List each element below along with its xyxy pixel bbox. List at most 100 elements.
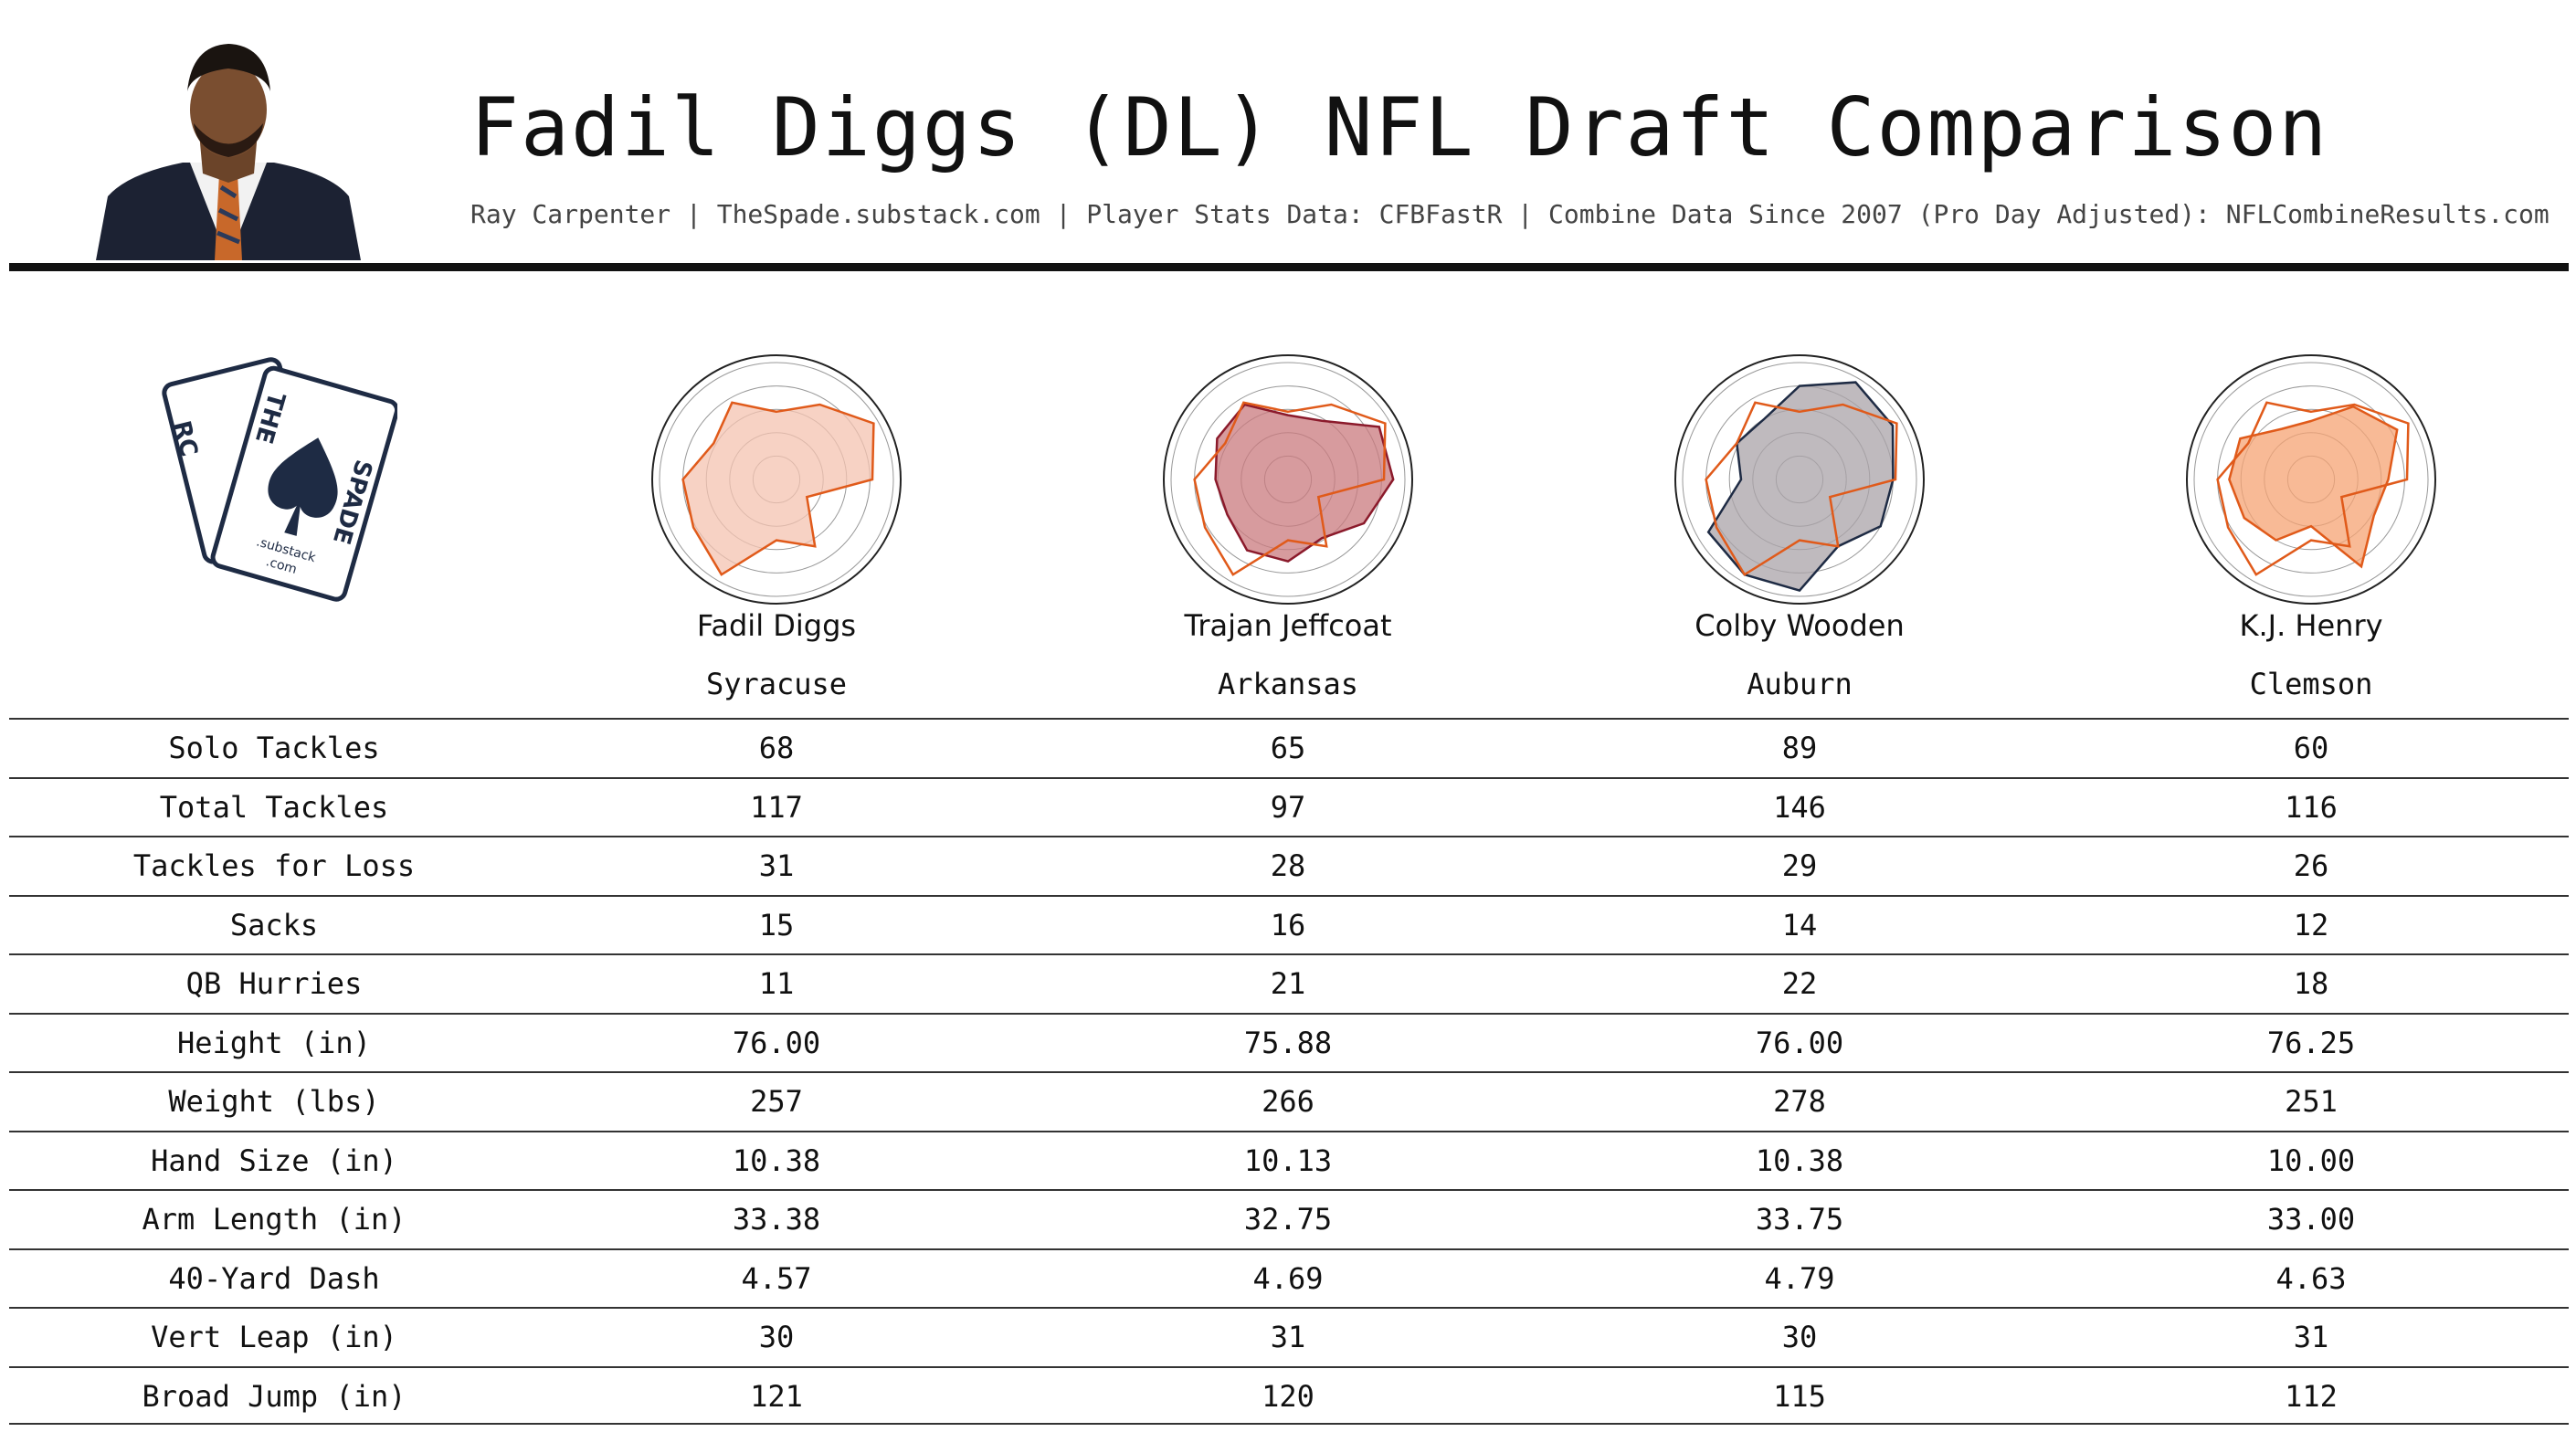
- header: Fadil Diggs (DL) NFL Draft Comparison Ra…: [0, 0, 2576, 274]
- radar-frame: [1163, 354, 1413, 605]
- table-row: Sacks 15 16 14 12: [9, 894, 2569, 954]
- stat-cell: 15: [758, 907, 795, 942]
- table-row: Arm Length (in) 33.38 32.75 33.75 33.00: [9, 1189, 2569, 1248]
- radar-reference-outline: [2216, 401, 2410, 576]
- stat-cell: 4.57: [741, 1260, 812, 1296]
- stat-cell: 115: [1773, 1378, 1826, 1414]
- stat-cell: 65: [1270, 731, 1306, 765]
- table-row: Total Tackles 117 97 146 116: [9, 776, 2569, 837]
- stat-cell: 120: [1262, 1378, 1314, 1414]
- radar-frame: [651, 354, 902, 605]
- player-name-1: Fadil Diggs: [696, 608, 857, 643]
- stat-cell: 31: [2293, 1320, 2329, 1354]
- table-row: Broad Jump (in) 121 120 115 112: [9, 1365, 2569, 1425]
- stat-cell: 257: [750, 1084, 803, 1119]
- the-spade-logo: RC THE SPADE .substack .com: [162, 357, 397, 602]
- player-school-1: Syracuse: [705, 667, 848, 701]
- table-row: Tackles for Loss 31 28 29 26: [9, 836, 2569, 895]
- stat-cell: 18: [2293, 966, 2329, 1001]
- stat-cell: 10.38: [1755, 1142, 1844, 1178]
- stat-cell: 10.38: [732, 1142, 821, 1178]
- player-school-2: Arkansas: [1217, 667, 1359, 701]
- stat-cell: 76.00: [732, 1025, 821, 1060]
- radar-chart-2: [1163, 354, 1413, 605]
- player-name-3: Colby Wooden: [1694, 608, 1905, 643]
- player-school-3: Auburn: [1747, 667, 1853, 701]
- stat-cell: 116: [2285, 789, 2338, 825]
- player-headshot: [96, 44, 361, 260]
- row-label: Sacks: [229, 907, 319, 942]
- player-school-4: Clemson: [2249, 667, 2373, 701]
- stats-table: Solo Tackles 68 65 89 60 Total Tackles 117 97 14…: [9, 718, 2569, 1425]
- row-label: Broad Jump (in): [142, 1378, 406, 1414]
- stat-cell: 28: [1270, 848, 1306, 883]
- stat-cell: 60: [2293, 731, 2329, 765]
- radar-grid-ring: [2193, 362, 2429, 597]
- stat-cell: 10.13: [1243, 1142, 1333, 1178]
- stat-cell: 112: [2285, 1378, 2338, 1414]
- stat-cell: 12: [2293, 907, 2329, 942]
- table-row: Hand Size (in) 10.38 10.13 10.38 10.00: [9, 1130, 2569, 1190]
- stat-cell: 146: [1773, 789, 1826, 825]
- stat-cell: 26: [2293, 848, 2329, 883]
- row-label: Hand Size (in): [151, 1142, 397, 1178]
- table-row: Height (in) 76.00 75.88 76.00 76.25: [9, 1012, 2569, 1072]
- stat-cell: 14: [1781, 907, 1818, 942]
- stat-cell: 33.00: [2266, 1202, 2356, 1237]
- radar-reference-outline: [1705, 401, 1898, 576]
- stat-cell: 4.79: [1764, 1260, 1835, 1296]
- table-row: Weight (lbs) 257 266 278 251: [9, 1071, 2569, 1131]
- stat-cell: 21: [1270, 966, 1306, 1001]
- radar-frame: [2186, 354, 2436, 605]
- stat-cell: 31: [758, 848, 795, 883]
- stat-cell: 29: [1781, 848, 1818, 883]
- stat-cell: 121: [750, 1378, 803, 1414]
- player-name-2: Trajan Jeffcoat: [1184, 608, 1392, 643]
- stat-cell: 4.69: [1252, 1260, 1324, 1296]
- stat-cell: 4.63: [2275, 1260, 2347, 1296]
- page-title: Fadil Diggs (DL) NFL Draft Comparison: [470, 80, 2329, 174]
- table-row: QB Hurries 11 21 22 18: [9, 953, 2569, 1013]
- radar-series-4: [2228, 405, 2399, 569]
- row-label: Height (in): [177, 1025, 371, 1060]
- stat-cell: 76.00: [1755, 1025, 1844, 1060]
- radar-grid-ring: [1682, 362, 1917, 597]
- stat-cell: 30: [1781, 1320, 1818, 1354]
- stat-cell: 266: [1262, 1084, 1314, 1119]
- stat-cell: 22: [1781, 966, 1818, 1001]
- stat-cell: 10.00: [2266, 1142, 2356, 1178]
- stat-cell: 33.38: [732, 1202, 821, 1237]
- radar-grid-ring: [1170, 362, 1406, 597]
- table-row: Solo Tackles 68 65 89 60: [9, 718, 2569, 777]
- radar-grid-ring: [659, 362, 894, 597]
- radar-chart-3: [1674, 354, 1925, 605]
- row-label: 40-Yard Dash: [168, 1260, 380, 1296]
- stat-cell: 75.88: [1243, 1025, 1333, 1060]
- stat-cell: 76.25: [2266, 1025, 2356, 1060]
- table-row: 40-Yard Dash 4.57 4.69 4.79 4.63: [9, 1248, 2569, 1308]
- row-label: Arm Length (in): [142, 1202, 406, 1237]
- row-label: Weight (lbs): [168, 1084, 380, 1119]
- table-row: Vert Leap (in) 30 31 30 31: [9, 1307, 2569, 1366]
- radar-frame: [1674, 354, 1925, 605]
- radar-chart-1: [651, 354, 902, 605]
- stat-cell: 251: [2285, 1084, 2338, 1119]
- stat-cell: 97: [1270, 789, 1306, 825]
- radar-reference-outline: [1193, 401, 1387, 576]
- stat-cell: 278: [1773, 1084, 1826, 1119]
- row-label: Total Tackles: [159, 789, 389, 825]
- stat-cell: 32.75: [1243, 1202, 1333, 1237]
- radar-series-2: [1214, 403, 1395, 563]
- header-divider: [9, 263, 2569, 271]
- row-label: QB Hurries: [185, 966, 363, 1001]
- stat-cell: 16: [1270, 907, 1306, 942]
- radar-series-1: [681, 401, 875, 576]
- stat-cell: 33.75: [1755, 1202, 1844, 1237]
- stat-cell: 117: [750, 789, 803, 825]
- player-name-4: K.J. Henry: [2239, 608, 2383, 643]
- stat-cell: 11: [758, 966, 795, 1001]
- row-label: Tackles for Loss: [132, 848, 416, 883]
- stat-cell: 30: [758, 1320, 795, 1354]
- row-label: Solo Tackles: [168, 731, 380, 765]
- stat-cell: 68: [758, 731, 795, 765]
